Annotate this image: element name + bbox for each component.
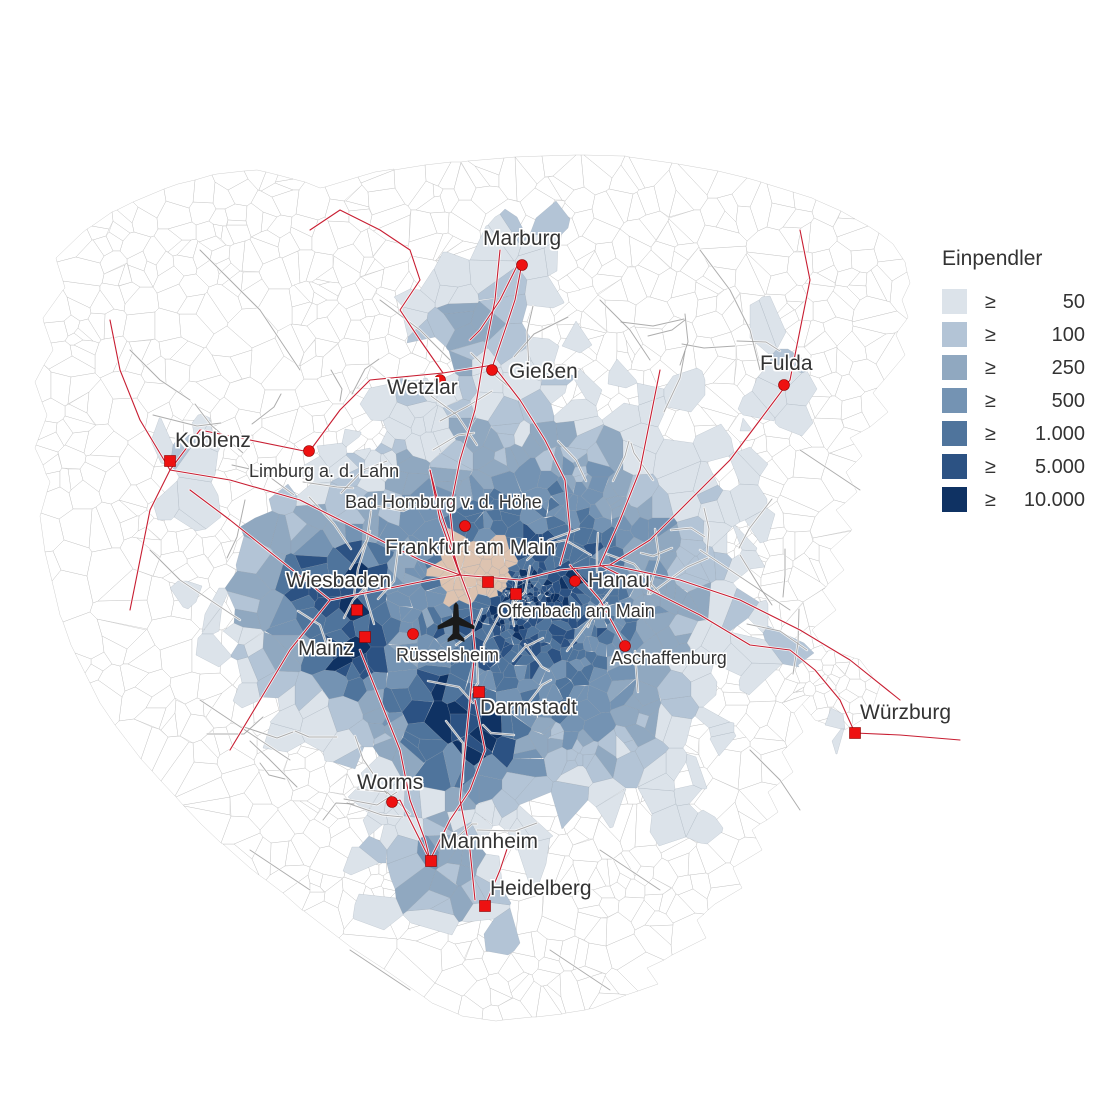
svg-text:≥: ≥ [985, 291, 996, 313]
svg-text:≥: ≥ [985, 489, 996, 511]
svg-text:1.000: 1.000 [1035, 423, 1085, 445]
svg-text:≥: ≥ [985, 357, 996, 379]
svg-text:250: 250 [1052, 357, 1085, 379]
svg-text:50: 50 [1063, 291, 1085, 313]
svg-text:Einpendler: Einpendler [942, 247, 1042, 270]
svg-text:≥: ≥ [985, 324, 996, 346]
svg-text:500: 500 [1052, 390, 1085, 412]
svg-text:10.000: 10.000 [1024, 489, 1085, 511]
svg-text:≥: ≥ [985, 456, 996, 478]
svg-text:≥: ≥ [985, 423, 996, 445]
svg-text:100: 100 [1052, 324, 1085, 346]
svg-text:≥: ≥ [985, 390, 996, 412]
svg-text:5.000: 5.000 [1035, 456, 1085, 478]
